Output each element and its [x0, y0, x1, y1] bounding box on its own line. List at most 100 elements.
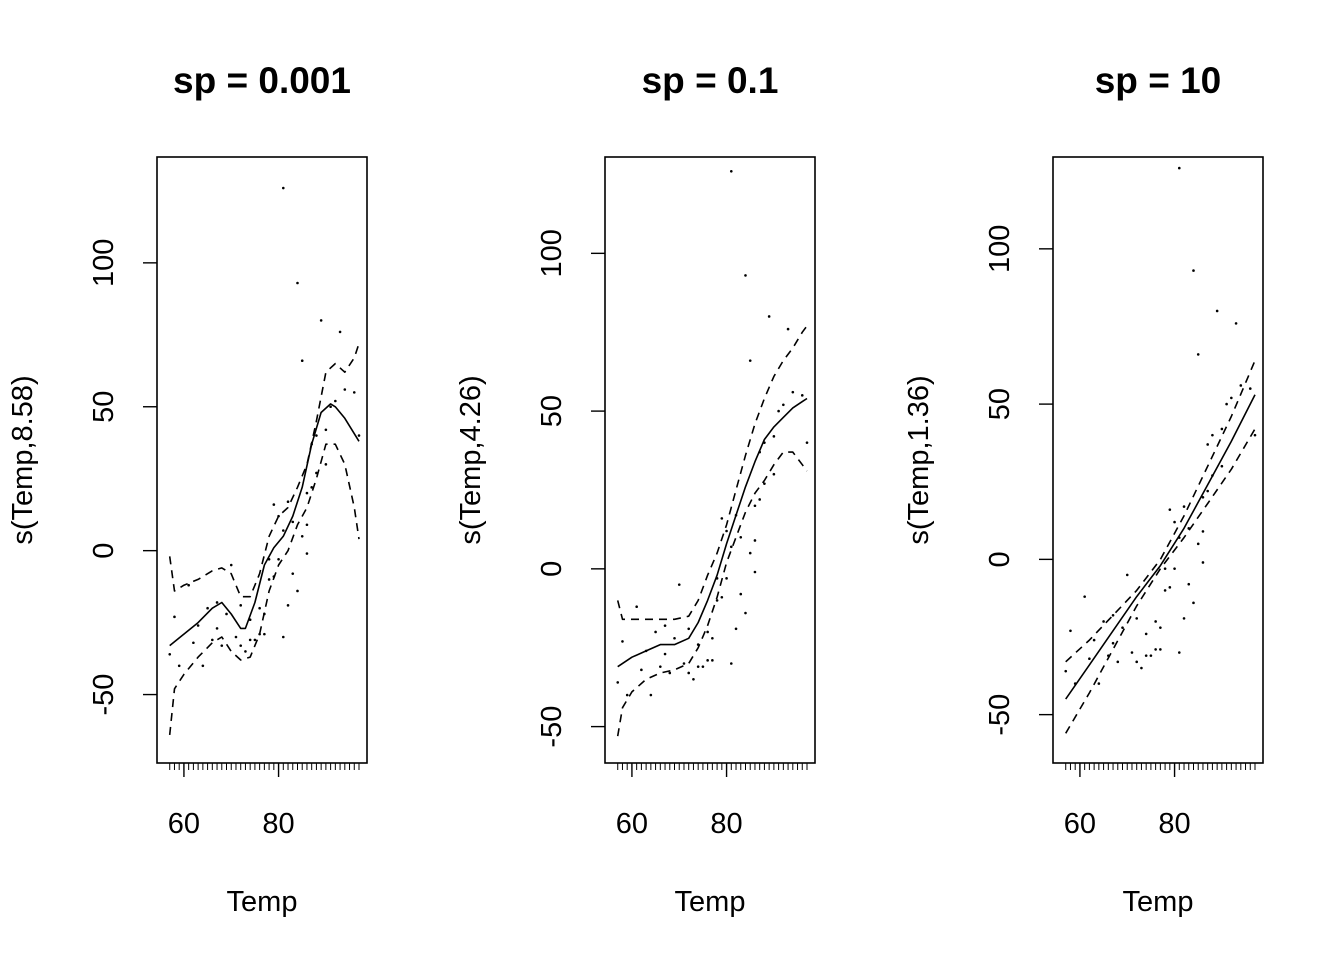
residual-point — [1159, 626, 1162, 629]
chart-title: sp = 0.1 — [642, 60, 779, 101]
residual-point — [744, 274, 747, 277]
y-tick-label: 50 — [536, 395, 568, 427]
residual-point — [748, 551, 752, 555]
residual-point — [1177, 651, 1181, 654]
residual-point — [234, 635, 238, 639]
smooth-fit-line — [617, 397, 808, 668]
residual-point — [1144, 654, 1148, 657]
residual-point — [734, 627, 738, 631]
residual-point — [1177, 166, 1181, 170]
plot-frame — [1052, 156, 1264, 764]
y-tick-label: 100 — [536, 229, 568, 277]
residual-point — [187, 583, 190, 587]
residual-point — [1125, 573, 1129, 577]
residual-point — [1173, 520, 1176, 524]
residual-point — [1135, 617, 1139, 620]
residual-point — [319, 319, 323, 322]
residual-point — [338, 330, 342, 334]
residual-point — [286, 500, 290, 504]
residual-point — [1230, 396, 1233, 400]
residual-point — [1144, 632, 1148, 636]
residual-point — [305, 491, 309, 495]
residual-point — [1220, 464, 1224, 468]
residual-point — [324, 463, 328, 466]
residual-point — [711, 659, 714, 662]
y-tick-label: 50 — [984, 388, 1016, 420]
residual-point — [682, 662, 686, 665]
residual-point — [310, 486, 313, 489]
residual-point — [1102, 620, 1105, 623]
y-tick-label: -50 — [88, 674, 120, 716]
residual-point — [625, 693, 629, 697]
residual-point — [215, 627, 219, 630]
residual-point — [1215, 309, 1219, 313]
residual-point — [1196, 542, 1200, 546]
residual-point — [1248, 387, 1252, 390]
residual-point — [1196, 353, 1200, 356]
y-tick-label: 0 — [984, 551, 1016, 567]
residual-point — [739, 535, 743, 539]
residual-point — [201, 664, 205, 668]
residual-point — [272, 503, 276, 506]
residual-point — [1163, 567, 1167, 570]
residual-point — [777, 409, 780, 413]
residual-point — [659, 665, 662, 668]
residual-point — [663, 624, 667, 627]
residual-point — [729, 545, 733, 549]
residual-point — [192, 641, 195, 645]
residual-point — [1239, 384, 1243, 387]
residual-point — [654, 630, 657, 634]
smooth-fit-line — [1065, 394, 1256, 700]
y-tick-label: 0 — [536, 561, 568, 577]
residual-point — [220, 644, 224, 647]
residual-point — [291, 520, 295, 524]
residual-point — [706, 659, 709, 662]
residual-point — [1201, 561, 1205, 564]
plot-frame — [604, 156, 816, 764]
residual-point — [649, 693, 653, 697]
residual-point — [1097, 682, 1101, 685]
residual-point — [281, 635, 285, 639]
smooth-fit-line — [169, 403, 360, 647]
residual-point — [800, 394, 804, 397]
residual-point — [239, 604, 243, 607]
chart-title: sp = 0.001 — [173, 60, 351, 101]
residual-point — [706, 630, 709, 634]
y-tick-label: -50 — [536, 706, 568, 748]
residual-point — [748, 359, 752, 362]
residual-point — [1225, 402, 1228, 406]
residual-point — [281, 186, 285, 190]
residual-point — [767, 315, 771, 318]
residual-point — [206, 606, 209, 610]
residual-point — [168, 652, 172, 656]
x-tick-label: 80 — [710, 808, 742, 840]
residual-point — [300, 534, 304, 538]
residual-point — [343, 388, 347, 391]
y-axis-label: s(Temp,8.58) — [7, 375, 39, 544]
x-axis-label: Temp — [227, 886, 298, 918]
residual-point — [1121, 626, 1124, 629]
residual-point — [621, 640, 624, 643]
residual-point — [1168, 586, 1172, 589]
residual-point — [753, 539, 757, 542]
residual-point — [725, 529, 728, 533]
residual-point — [1206, 489, 1209, 493]
residual-point — [729, 662, 733, 665]
residual-point — [696, 665, 700, 668]
residual-point — [1211, 433, 1214, 437]
residual-point — [229, 563, 233, 567]
residual-point — [1088, 657, 1091, 661]
residual-point — [258, 606, 261, 610]
residual-point — [763, 482, 766, 485]
residual-point — [1206, 443, 1209, 446]
residual-point — [711, 636, 714, 640]
residual-point — [715, 599, 719, 602]
residual-point — [239, 644, 243, 647]
residual-point — [744, 611, 747, 615]
residual-point — [1201, 530, 1205, 533]
residual-point — [1192, 601, 1195, 605]
residual-point — [1154, 620, 1157, 623]
residual-point — [663, 652, 667, 656]
residual-point — [1149, 654, 1153, 657]
residual-point — [635, 605, 638, 609]
